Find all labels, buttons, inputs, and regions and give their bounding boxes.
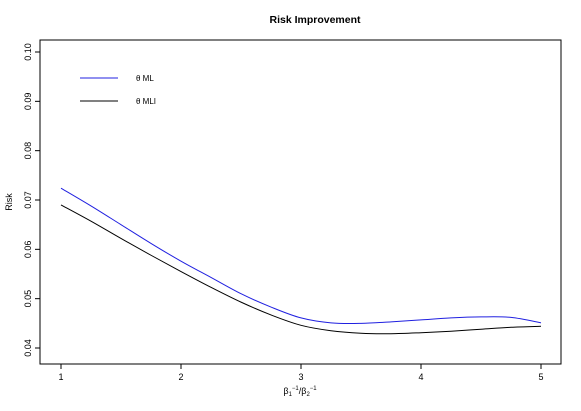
y-tick-label: 0.09 <box>23 93 33 111</box>
x-axis: 1 2 3 4 5 <box>58 364 544 382</box>
legend: θ ML θ MLI <box>80 74 156 106</box>
series-line-theta-ml <box>60 187 542 324</box>
x-tick-label: 3 <box>298 372 303 382</box>
series-layer <box>60 187 542 335</box>
y-tick-label: 0.08 <box>23 142 33 160</box>
y-axis: 0.04 0.05 0.06 0.07 0.08 0.09 0.10 <box>23 43 40 357</box>
legend-label-mli: θ MLI <box>136 97 156 106</box>
y-tick-label: 0.05 <box>23 290 33 308</box>
x-tick-label: 4 <box>418 372 423 382</box>
x-tick-label: 2 <box>178 372 183 382</box>
x-tick-label: 1 <box>58 372 63 382</box>
y-tick-label: 0.07 <box>23 191 33 209</box>
plot-frame <box>39 39 562 365</box>
y-axis-label: Risk <box>4 193 14 211</box>
x-tick-label: 5 <box>538 372 543 382</box>
y-tick-label: 0.06 <box>23 241 33 259</box>
series-line-theta-mli <box>60 204 542 335</box>
legend-label-ml: θ ML <box>136 74 154 83</box>
x-axis-label: β1−1/β2−1 <box>283 386 317 398</box>
y-tick-label: 0.10 <box>23 43 33 61</box>
y-tick-label: 0.04 <box>23 339 33 357</box>
chart-title: Risk Improvement <box>269 14 361 26</box>
